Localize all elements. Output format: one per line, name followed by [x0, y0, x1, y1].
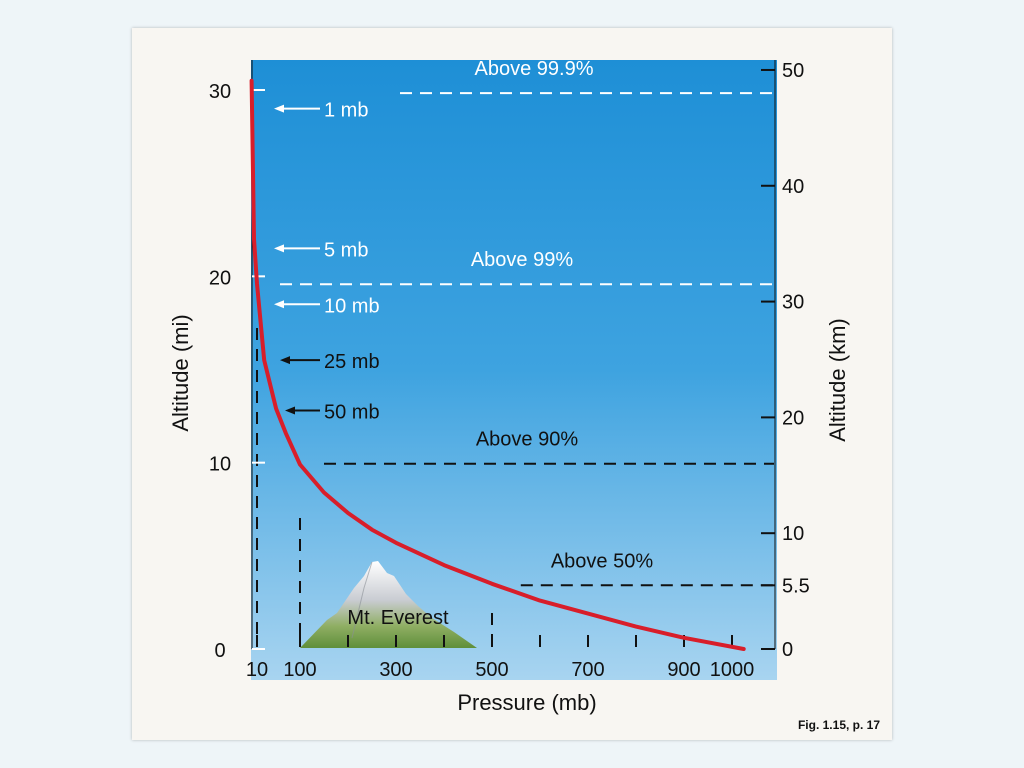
threshold-label: Above 90%	[476, 429, 579, 451]
altitude-pressure-chart: Above 99.9% Above 99% Above 90% Above 50% 0…	[168, 58, 850, 715]
right-tick-label: 30	[782, 292, 804, 314]
right-tick-label: 10	[782, 523, 804, 545]
pressure-curve	[249, 78, 746, 651]
pressure-label: 25 mb	[324, 351, 380, 373]
left-tick-label: 0	[214, 640, 225, 662]
right-tick-label: 40	[782, 176, 804, 198]
figure-panel: Above 99.9% Above 99% Above 90% Above 50% 0…	[132, 28, 892, 740]
threshold-label: Above 99%	[471, 249, 574, 271]
x-tick-label: 900	[667, 659, 700, 681]
x-axis-title: Pressure (mb)	[457, 690, 596, 715]
x-tick-label: 10	[246, 659, 268, 681]
right-tick-label: 5.5	[782, 575, 810, 597]
mt-everest-label: Mt. Everest	[347, 607, 449, 629]
pressure-arrow-head	[285, 406, 295, 415]
left-tick-label: 10	[209, 454, 231, 476]
pressure-arrow-head	[274, 300, 284, 309]
left-tick-label: 20	[209, 267, 231, 289]
threshold-label: Above 50%	[551, 550, 654, 572]
x-tick-label: 300	[379, 659, 412, 681]
pressure-label: 50 mb	[324, 401, 380, 423]
right-tick-label: 0	[782, 639, 793, 661]
plot-background	[251, 60, 777, 680]
figure-caption: Fig. 1.15, p. 17	[797, 718, 880, 732]
x-tick-label: 1000	[710, 659, 755, 681]
mountain-ridge	[351, 561, 373, 639]
pressure-arrow-head	[280, 356, 290, 365]
right-tick-label: 20	[782, 407, 804, 429]
right-axis-title: Altitude (km)	[825, 318, 850, 441]
x-tick-label: 500	[475, 659, 508, 681]
pressure-label: 1 mb	[324, 100, 368, 122]
pressure-label: 5 mb	[324, 239, 368, 261]
mountain-shape	[300, 561, 477, 648]
pressure-arrow-head	[274, 104, 284, 113]
pressure-label: 10 mb	[324, 295, 380, 317]
x-tick-label: 100	[283, 659, 316, 681]
pressure-arrow-head	[274, 244, 284, 253]
threshold-label: Above 99.9%	[475, 58, 594, 80]
left-tick-label: 30	[209, 81, 231, 103]
right-tick-label: 50	[782, 60, 804, 82]
x-tick-label: 700	[571, 659, 604, 681]
left-axis-title: Altitude (mi)	[168, 314, 193, 431]
